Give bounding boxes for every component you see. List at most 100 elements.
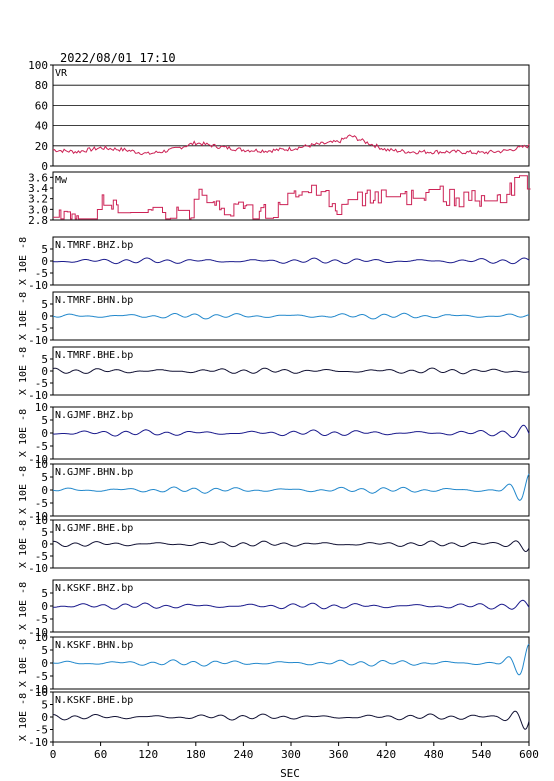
y-tick-label: 0 bbox=[41, 657, 48, 670]
y-tick-label: -5 bbox=[35, 550, 48, 563]
y-tick-label: -10 bbox=[28, 683, 48, 696]
x-axis-label: SEC bbox=[280, 767, 300, 780]
y-tick-label: 5 bbox=[41, 298, 48, 311]
y-tick-label: 2.8 bbox=[28, 214, 48, 227]
series-line bbox=[53, 175, 531, 220]
y-tick-label: -10 bbox=[28, 453, 48, 466]
y-tick-label: -5 bbox=[35, 670, 48, 683]
y-tick-label: 5 bbox=[41, 414, 48, 427]
y-tick-label: -5 bbox=[35, 613, 48, 626]
x-axis: 0 60 120 180 240 300 360 420 480 540 600 bbox=[50, 742, 539, 761]
panel-n-kskf-bhz-bp: 50-5-10 N.KSKF.BHZ.bp X 10E -8 bbox=[18, 579, 530, 639]
y-tick-label: 3.6 bbox=[28, 171, 48, 184]
series-line bbox=[53, 599, 530, 610]
y-tick-label: -10 bbox=[28, 334, 48, 347]
unit-label: X 10E -8 bbox=[18, 582, 29, 630]
y-tick-label: -10 bbox=[28, 626, 48, 639]
panel-name: N.KSKF.BHN.bp bbox=[55, 640, 133, 651]
panel-name: N.TMRF.BHE.bp bbox=[55, 350, 133, 361]
panel-name: N.GJMF.BHZ.bp bbox=[55, 410, 133, 421]
series-line bbox=[53, 424, 530, 438]
y-tick-label: -5 bbox=[35, 497, 48, 510]
unit-label: X 10E -8 bbox=[18, 347, 29, 395]
x-tick-label: 540 bbox=[471, 748, 491, 761]
panels: 100806040200VR3.63.43.23.02.8Mw50-5-10N.… bbox=[18, 59, 531, 749]
series-line bbox=[52, 473, 530, 501]
y-tick-label: -10 bbox=[28, 562, 48, 575]
panel-name: Mw bbox=[55, 175, 68, 186]
x-tick-label: 480 bbox=[424, 748, 444, 761]
panel-name: N.TMRF.BHN.bp bbox=[55, 295, 133, 306]
y-tick-label: 3.4 bbox=[28, 182, 48, 195]
y-tick-label: 5 bbox=[41, 644, 48, 657]
y-tick-label: 0 bbox=[41, 310, 48, 323]
panel-n-tmrf-bhe-bp: 50-5-10 N.TMRF.BHE.bp X 10E -8 bbox=[18, 346, 530, 402]
x-tick-label: 60 bbox=[94, 748, 107, 761]
y-tick-label: -10 bbox=[28, 389, 48, 402]
x-tick-label: 120 bbox=[138, 748, 158, 761]
y-tick-label: -10 bbox=[28, 279, 48, 292]
panel-frame bbox=[52, 64, 530, 167]
panel-name: N.GJMF.BHN.bp bbox=[55, 467, 133, 478]
x-tick-label: 420 bbox=[376, 748, 396, 761]
series-line bbox=[52, 643, 530, 676]
panel-n-tmrf-bhn-bp: 50-5-10 N.TMRF.BHN.bp X 10E -8 bbox=[18, 291, 530, 347]
unit-label: X 10E -8 bbox=[18, 237, 29, 285]
y-tick-label: 10 bbox=[35, 514, 48, 527]
series-line bbox=[52, 134, 530, 156]
y-tick-label: 5 bbox=[41, 471, 48, 484]
panel-name: N.TMRF.BHZ.bp bbox=[55, 240, 133, 251]
unit-label: X 10E -8 bbox=[18, 409, 29, 457]
x-tick-label: 0 bbox=[50, 748, 57, 761]
y-tick-label: -5 bbox=[35, 377, 48, 390]
y-tick-label: 0 bbox=[41, 600, 48, 613]
y-tick-label: 5 bbox=[41, 353, 48, 366]
series-line bbox=[53, 257, 530, 265]
y-tick-label: 0 bbox=[41, 365, 48, 378]
y-tick-label: 0 bbox=[41, 255, 48, 268]
y-tick-label: -5 bbox=[35, 322, 48, 335]
panel-name: N.KSKF.BHZ.bp bbox=[55, 583, 133, 594]
x-tick-label: 360 bbox=[329, 748, 349, 761]
y-tick-label: -10 bbox=[28, 510, 48, 523]
unit-label: X 10E -8 bbox=[18, 693, 29, 741]
y-tick-label: 10 bbox=[35, 686, 48, 699]
series-line bbox=[52, 312, 530, 320]
unit-label: X 10E -8 bbox=[18, 639, 29, 687]
x-tick-label: 300 bbox=[281, 748, 301, 761]
y-tick-label: -5 bbox=[35, 440, 48, 453]
y-tick-label: -5 bbox=[35, 267, 48, 280]
unit-label: X 10E -8 bbox=[18, 466, 29, 514]
y-tick-label: 40 bbox=[35, 120, 48, 133]
x-tick-label: 600 bbox=[519, 748, 539, 761]
panel-mw: 3.63.43.23.02.8 Mw bbox=[28, 171, 531, 227]
y-tick-label: 0 bbox=[41, 484, 48, 497]
y-tick-label: 10 bbox=[35, 401, 48, 414]
panel-vr: 100 80 60 40 20 0 VR bbox=[28, 59, 530, 173]
panel-name: VR bbox=[55, 68, 68, 79]
series-line bbox=[52, 367, 530, 375]
y-tick-label: 10 bbox=[35, 631, 48, 644]
x-tick-label: 240 bbox=[233, 748, 253, 761]
y-tick-label: 5 bbox=[41, 243, 48, 256]
panel-name: N.KSKF.BHE.bp bbox=[55, 695, 133, 706]
panel-name: N.GJMF.BHE.bp bbox=[55, 523, 133, 534]
y-tick-label: -5 bbox=[35, 724, 48, 737]
series-line bbox=[52, 710, 530, 730]
y-tick-label: 5 bbox=[41, 526, 48, 539]
unit-label: X 10E -8 bbox=[18, 292, 29, 340]
y-tick-label: 3.0 bbox=[28, 203, 48, 216]
series-line bbox=[52, 540, 530, 553]
x-tick-label: 180 bbox=[186, 748, 206, 761]
y-tick-label: -10 bbox=[28, 736, 48, 749]
y-tick-label: 0 bbox=[41, 711, 48, 724]
panel-n-tmrf-bhz-bp: 50-5-10 N.TMRF.BHZ.bp X 10E -8 bbox=[18, 236, 530, 292]
y-tick-label: 80 bbox=[35, 79, 48, 92]
y-tick-label: 10 bbox=[35, 458, 48, 471]
